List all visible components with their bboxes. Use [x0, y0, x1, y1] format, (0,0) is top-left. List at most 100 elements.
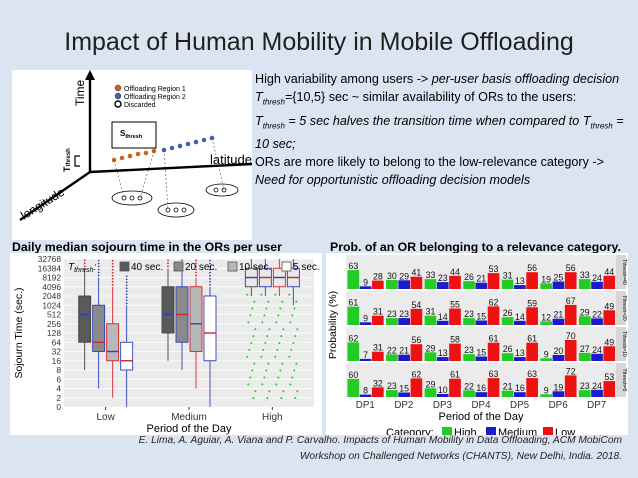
bar-value-label: 63 [348, 261, 358, 271]
bar [591, 353, 603, 361]
y-tick-label: 32 [52, 347, 62, 357]
legend-swatch [227, 261, 238, 272]
bar-value-label: 27 [580, 344, 590, 354]
box-outlier [292, 341, 295, 344]
y-tick-label: 1024 [42, 300, 61, 310]
legend-region2-label: Offloading Region 2 [124, 94, 186, 101]
bar-value-label: 49 [604, 301, 614, 311]
bar-panel-strip [616, 363, 626, 397]
bar [398, 392, 410, 397]
y-axis-label: Sojourn Time (sec.) [13, 287, 25, 378]
y-tick-label: 16 [52, 356, 62, 366]
bar [540, 394, 553, 397]
box-outlier [111, 271, 114, 274]
bar [578, 279, 591, 289]
box-outlier [263, 314, 266, 317]
box-outlier [97, 262, 100, 265]
bar [591, 281, 603, 289]
boxplot-legend: Tthresh: 40 sec. 20 sec. 10 sec. 5 sec. [68, 261, 320, 274]
bar-value-label: 21 [399, 346, 409, 356]
bar [514, 357, 526, 361]
bar-value-label: 59 [527, 298, 537, 308]
y-axis-label: Probability (%) [327, 291, 339, 359]
barchart-title: Prob. of an OR belonging to a relevance … [330, 240, 621, 254]
bar-value-label: 56 [412, 335, 422, 345]
box-outlier [209, 271, 211, 274]
box-outlier [279, 307, 282, 310]
bar [526, 307, 538, 325]
bar-panel-strip [616, 327, 626, 361]
box-outlier [251, 369, 254, 372]
bar [347, 270, 360, 289]
box-outlier [296, 390, 299, 393]
box-outlier [280, 397, 283, 400]
x-tick-label: DP3 [433, 400, 453, 411]
box-outlier [293, 307, 296, 310]
box-outlier [281, 300, 284, 303]
box-outlier [294, 335, 297, 338]
box-outlier [83, 259, 86, 262]
bar [564, 340, 577, 361]
legend-label: High [454, 427, 477, 435]
bar-value-label: 23 [399, 309, 409, 319]
bar-value-label: 62 [489, 297, 499, 307]
bar [424, 388, 437, 397]
legend-swatch [543, 427, 553, 435]
box-outlier [125, 299, 128, 302]
bar-value-label: 8 [363, 386, 368, 396]
bar-value-label: 20 [554, 346, 564, 356]
bar-value-label: 22 [464, 381, 474, 391]
bar [372, 387, 384, 397]
y-tick-label: 6 [56, 374, 61, 384]
bar-value-label: 49 [604, 337, 614, 347]
bar-value-label: 15 [476, 348, 486, 358]
bar [552, 391, 565, 397]
box-outlier [247, 321, 250, 324]
bar-value-label: 60 [348, 370, 358, 380]
bar [564, 375, 577, 397]
bar-value-label: 22 [592, 309, 602, 319]
y-tick-label: 4 [56, 384, 61, 394]
box-outlier [246, 355, 249, 358]
y-tick-label: 64 [52, 337, 62, 347]
box-outlier [209, 262, 211, 265]
bar-panel-label: Tthresh=10 [621, 331, 627, 357]
box-outlier [209, 277, 211, 280]
bar [410, 378, 423, 397]
bar [463, 354, 475, 361]
bar-value-label: 21 [554, 310, 564, 320]
box-outlier [261, 321, 264, 324]
box-outlier [252, 335, 255, 338]
bar [578, 316, 591, 325]
legend-discarded-dot [114, 100, 122, 108]
bar-value-label: 23 [438, 273, 448, 283]
y-tick-label: 2 [56, 393, 61, 403]
legend-label: 5 sec. [293, 262, 320, 273]
legend-swatch [119, 261, 130, 272]
bar [436, 282, 449, 289]
bar [359, 322, 372, 325]
bar [410, 344, 423, 361]
bar-value-label: 19 [541, 274, 551, 284]
box-outlier [252, 397, 255, 400]
bar [436, 357, 449, 361]
bar [436, 394, 449, 397]
bar-value-label: 22 [387, 345, 397, 355]
bar [372, 351, 384, 361]
box-outlier [280, 335, 283, 338]
axis-time-label: Time [73, 79, 87, 106]
bar-value-label: 44 [450, 267, 460, 277]
bar-value-label: 31 [373, 307, 383, 317]
bar-value-label: 23 [387, 309, 397, 319]
legend-swatch [281, 261, 292, 272]
box-outlier [111, 265, 114, 268]
box-outlier [281, 362, 284, 365]
legend-region2-dot [114, 92, 122, 100]
box-outlier [282, 390, 285, 393]
box-outlier [290, 348, 293, 351]
box-outlier [288, 293, 291, 296]
bar-value-label: 13 [515, 276, 525, 286]
box-outlier [167, 259, 169, 262]
legend-swatch [173, 261, 184, 272]
